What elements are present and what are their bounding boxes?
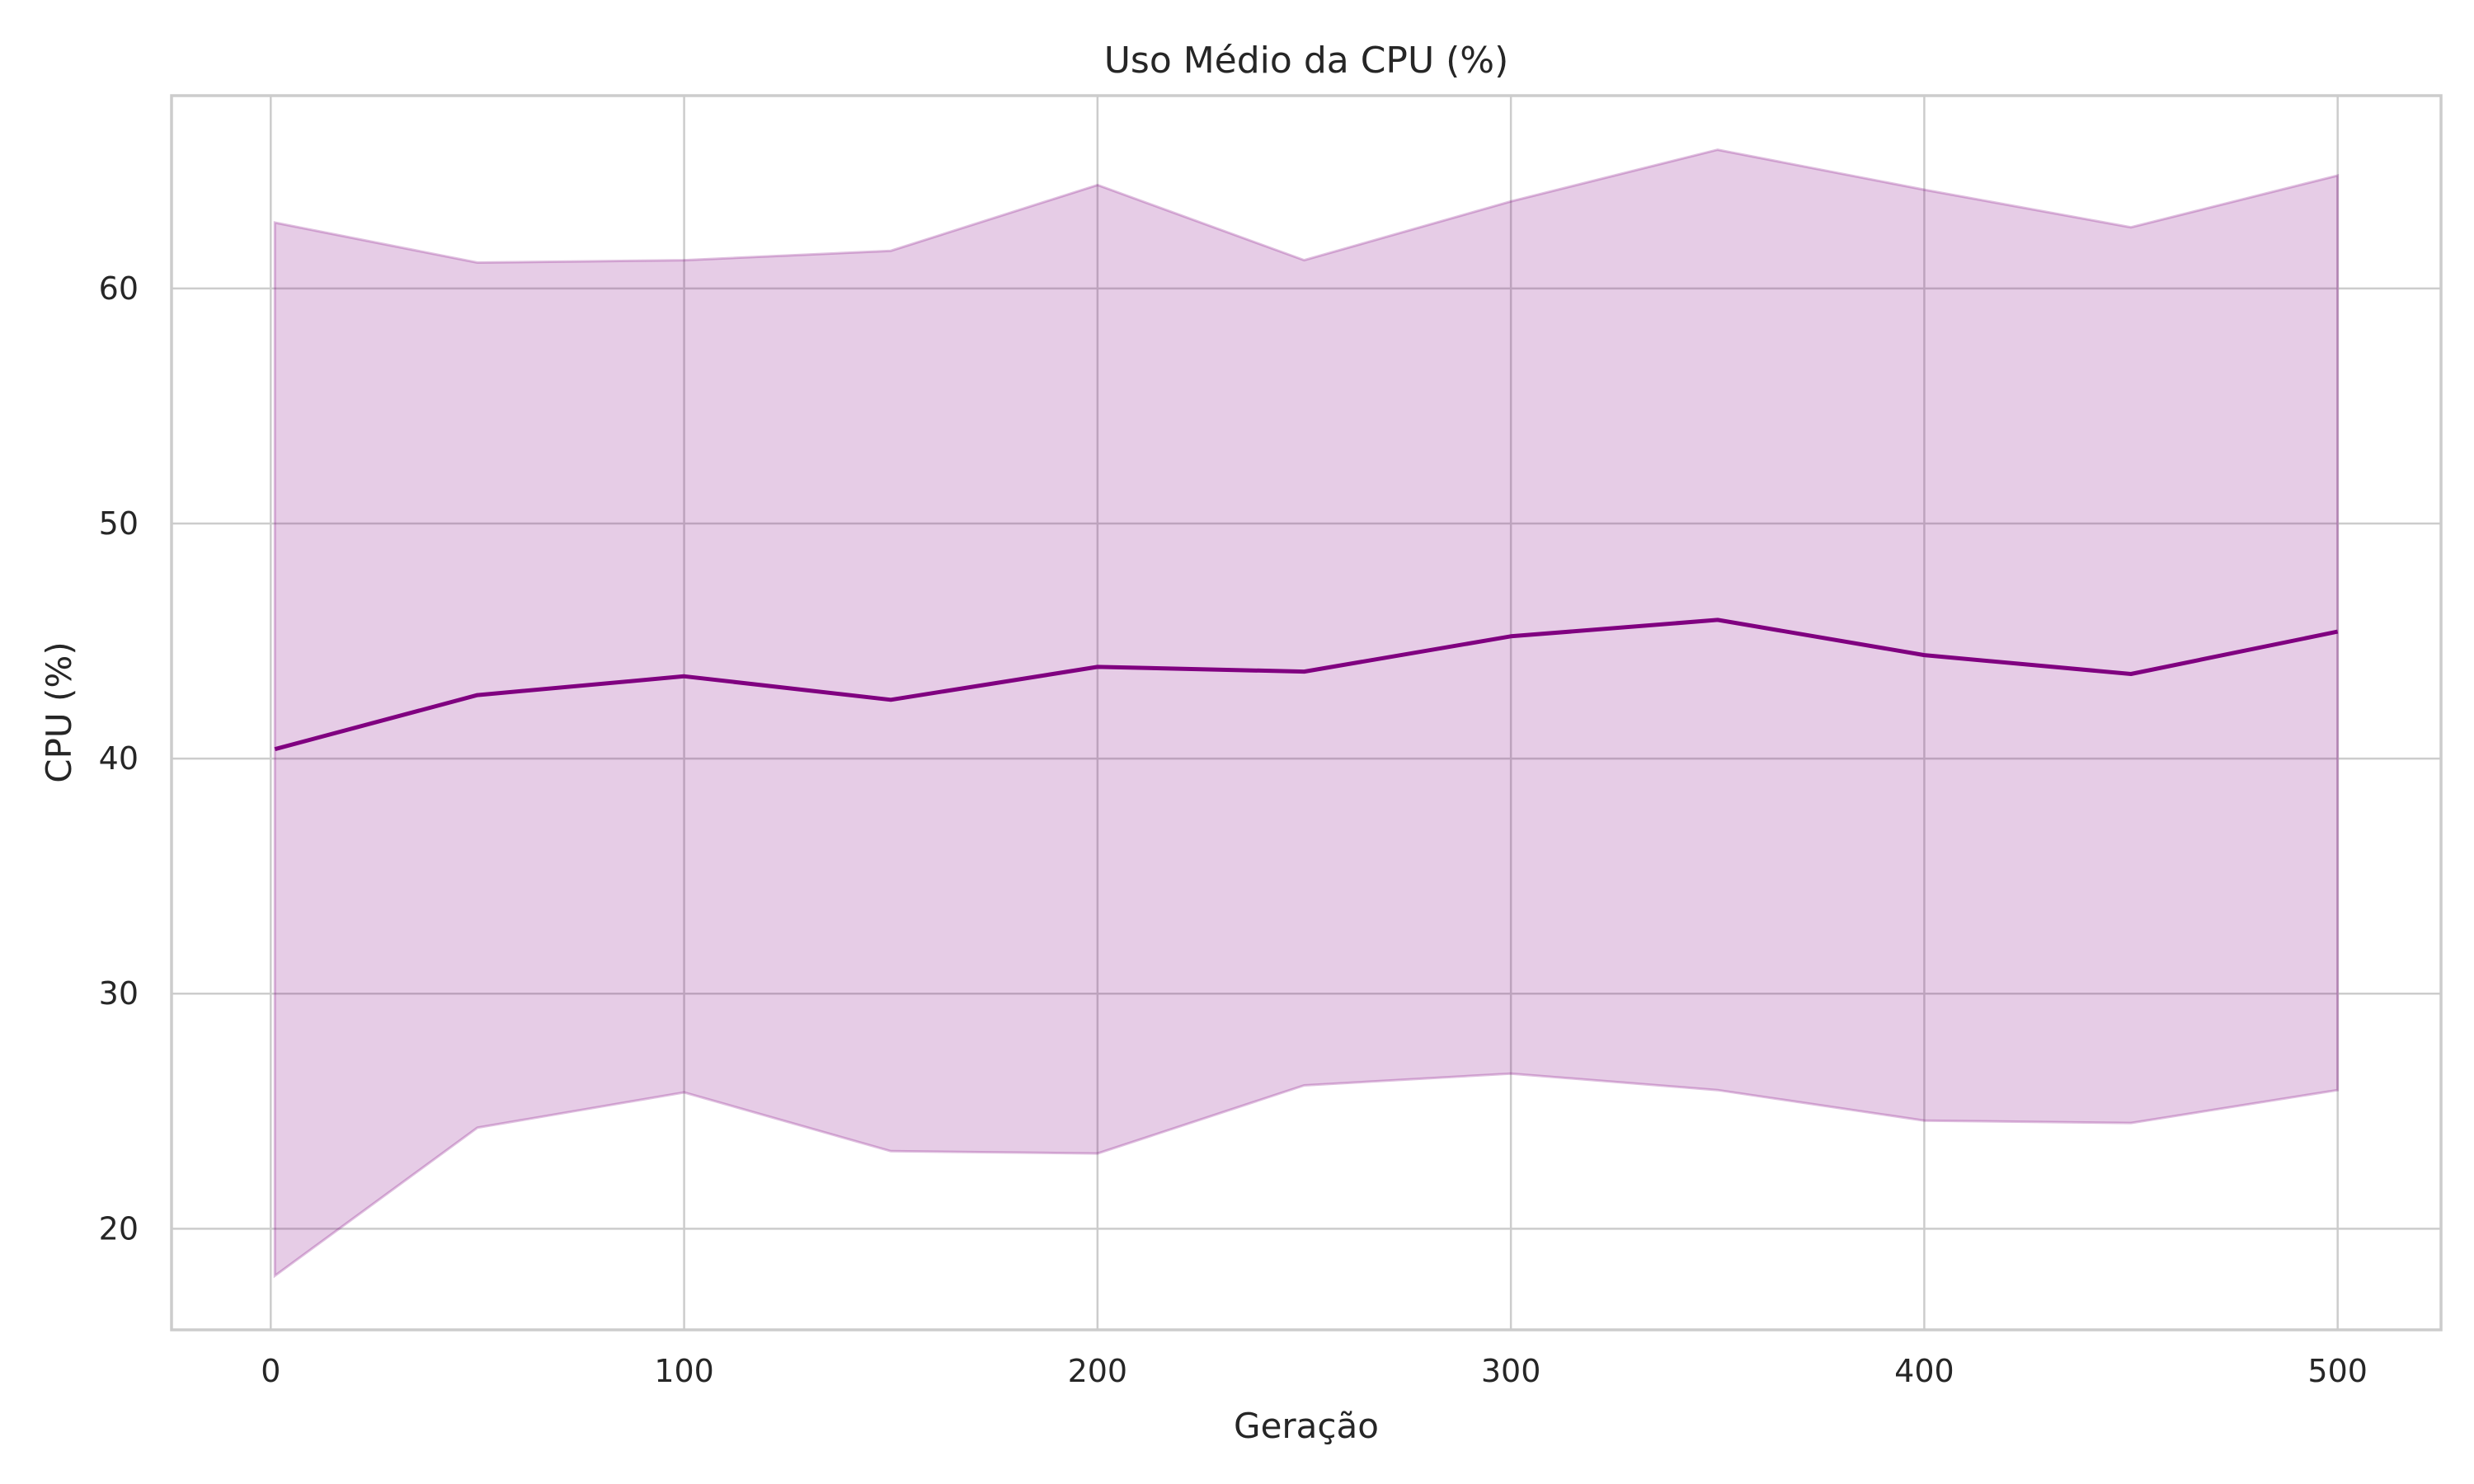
x-tick-labels: 0 100 200 300 400 500 (261, 1353, 2368, 1389)
x-tick-label: 400 (1894, 1353, 1954, 1389)
y-tick-label: 50 (99, 505, 139, 542)
y-tick-label: 60 (99, 270, 139, 307)
x-tick-label: 100 (654, 1353, 714, 1389)
x-axis-label: Geração (1234, 1406, 1379, 1446)
plot-frame (170, 94, 2443, 1331)
grid (172, 96, 2441, 1330)
confidence-band (273, 148, 2340, 1279)
y-axis-label: CPU (%) (39, 641, 79, 782)
y-tick-label: 40 (99, 740, 139, 777)
confidence-band-area (273, 148, 2340, 1279)
x-tick-label: 300 (1481, 1353, 1541, 1389)
y-tick-label: 30 (99, 975, 139, 1012)
y-tick-labels: 20 30 40 50 60 (99, 270, 139, 1247)
mean-cpu-line (274, 618, 2339, 752)
x-tick-label: 0 (261, 1353, 280, 1389)
mean-line (274, 618, 2339, 752)
y-tick-label: 20 (99, 1210, 139, 1247)
x-tick-label: 500 (2307, 1353, 2368, 1389)
x-tick-label: 200 (1068, 1353, 1128, 1389)
chart-title: Uso Médio da CPU (%) (1104, 40, 1509, 82)
